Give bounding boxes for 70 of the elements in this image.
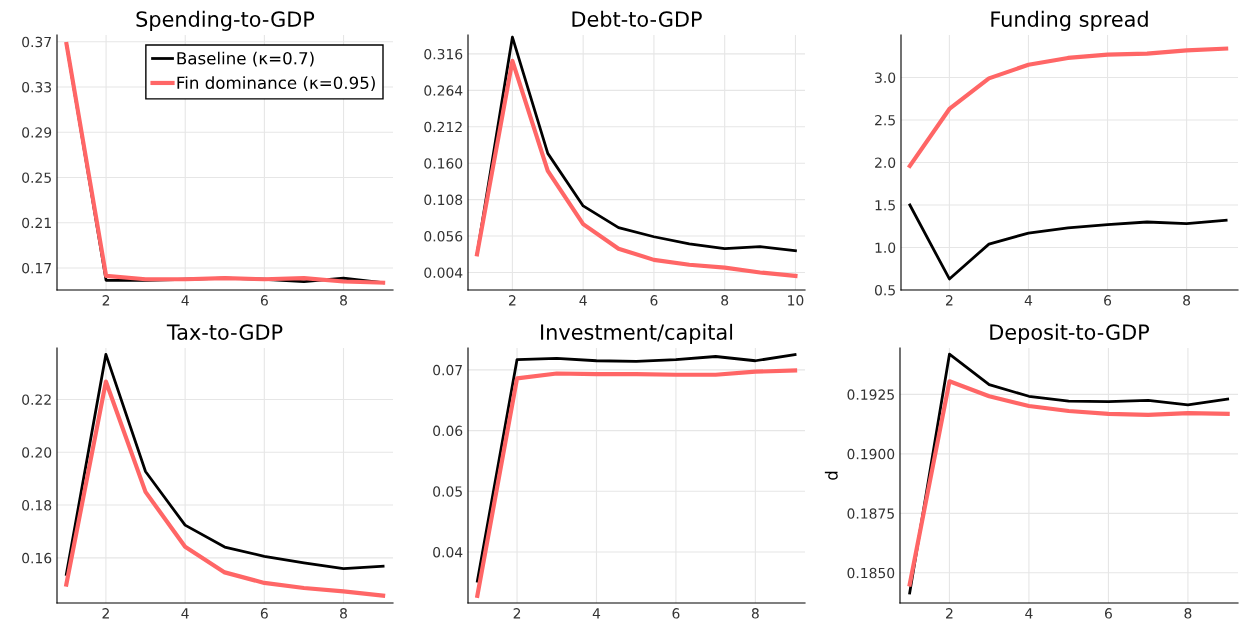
- chart-title: Spending-to-GDP: [136, 10, 315, 31]
- y-tick-label: 0.16: [22, 552, 52, 564]
- y-tick-label: 0.316: [424, 48, 463, 60]
- y-tick-label: 0.1850: [847, 567, 895, 579]
- y-tick-label: 0.056: [424, 231, 463, 242]
- y-tick-label: 0.1875: [847, 508, 894, 519]
- x-tick-label: 2: [513, 608, 521, 619]
- y-tick-label: 0.25: [22, 172, 51, 183]
- x-tick-label: 8: [340, 295, 347, 306]
- chart-title: Tax-to-GDP: [166, 324, 283, 340]
- x-tick-label: 8: [751, 608, 759, 619]
- x-tick-label: 8: [721, 295, 729, 306]
- y-tick-label: 0.07: [433, 364, 462, 376]
- y-tick-label: 0.17: [22, 262, 51, 274]
- legend-label: Fin dominance (κ=0.95): [177, 76, 375, 91]
- y-tick-label: 0.108: [424, 194, 463, 206]
- y-tick-label: 0.160: [424, 158, 463, 169]
- y-tick-label: 1.0: [875, 242, 896, 253]
- x-tick-label: 4: [181, 608, 189, 619]
- x-tick-label: 8: [1184, 608, 1192, 619]
- x-tick-label: 6: [260, 295, 268, 306]
- y-tick-label: 0.20: [22, 447, 52, 458]
- x-tick-label: 8: [340, 608, 347, 619]
- y-tick-label: 0.29: [22, 127, 52, 138]
- x-tick-label: 4: [1024, 295, 1033, 306]
- y-axis-title: d: [824, 471, 838, 480]
- chart-title: Funding spread: [991, 10, 1148, 31]
- x-tick-label: 4: [1025, 608, 1033, 619]
- chart-title: Investment/capital: [541, 323, 733, 344]
- y-tick-label: 0.5: [874, 284, 895, 296]
- line-series: [64, 352, 385, 576]
- x-tick-label: 2: [102, 608, 109, 619]
- x-tick-label: 6: [1104, 295, 1112, 306]
- y-tick-label: 0.18: [22, 500, 52, 511]
- y-tick-label: 0.1900: [847, 448, 895, 460]
- line-series: [908, 203, 1228, 281]
- x-tick-label: 6: [672, 608, 680, 619]
- legend-label: Baseline (κ=0.7): [177, 51, 314, 67]
- x-tick-label: 2: [509, 295, 516, 306]
- x-tick-label: 2: [946, 608, 953, 619]
- y-tick-label: 0.05: [433, 486, 462, 497]
- line-series: [64, 379, 386, 598]
- y-tick-label: 0.1925: [847, 389, 894, 400]
- line-series: [474, 58, 798, 279]
- y-tick-label: 0.004: [424, 267, 463, 278]
- y-tick-label: 0.212: [424, 121, 462, 133]
- y-tick-label: 0.04: [433, 546, 463, 558]
- x-tick-label: 6: [1104, 608, 1112, 619]
- y-tick-label: 3.0: [875, 72, 896, 83]
- y-tick-label: 0.33: [22, 81, 52, 93]
- y-tick-label: 2.0: [875, 157, 896, 168]
- x-tick-label: 4: [579, 295, 587, 306]
- y-tick-label: 0.37: [22, 36, 51, 48]
- y-tick-label: 0.264: [424, 85, 463, 96]
- x-tick-label: 6: [650, 295, 658, 306]
- chart-title: Debt-to-GDP: [572, 10, 702, 27]
- chart-title: Deposit-to-GDP: [990, 323, 1150, 344]
- x-tick-label: 10: [788, 295, 804, 306]
- y-tick-label: 1.5: [875, 200, 895, 211]
- line-series: [907, 46, 1229, 168]
- y-tick-label: 0.06: [433, 425, 463, 437]
- y-tick-label: 0.21: [22, 217, 51, 229]
- y-tick-label: 0.22: [22, 394, 51, 405]
- x-tick-label: 8: [1183, 295, 1191, 306]
- y-tick-label: 2.5: [875, 114, 895, 126]
- x-tick-label: 6: [260, 608, 268, 619]
- x-tick-label: 2: [945, 295, 953, 306]
- x-tick-label: 2: [102, 295, 110, 306]
- x-tick-label: 4: [181, 295, 189, 306]
- x-tick-label: 4: [592, 608, 601, 619]
